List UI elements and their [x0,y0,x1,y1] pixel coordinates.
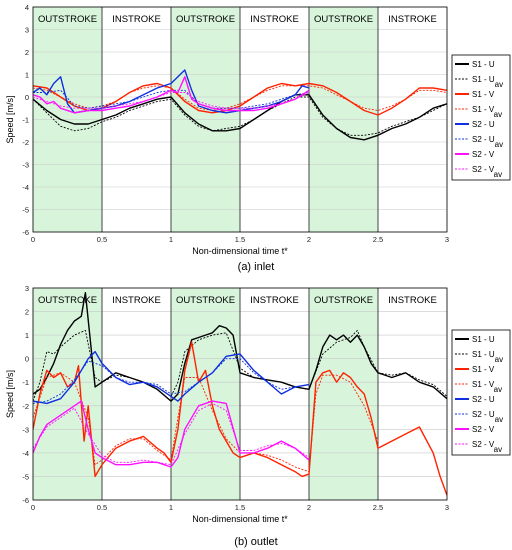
legend-label: S1 - V [472,90,495,99]
phase-label: OUTSTROKE [38,14,97,25]
figure-caption: (b) outlet [234,536,277,548]
legend-box [451,329,511,456]
plot-frame [32,6,448,233]
phase-label: INSTROKE [112,295,161,306]
series-line-s2-u [33,350,310,405]
y-tick-label: -1 [22,116,29,125]
y-tick-label: -5 [22,206,29,215]
caption-text: inlet [254,261,274,273]
series-line-s2-v [33,400,310,468]
legend-label: S2 - Vav [472,440,502,454]
phase-label: INSTROKE [250,14,299,25]
phase-label: OUTSTROKE [176,14,235,25]
x-tick-label: 1.5 [235,235,245,244]
y-tick-label: -2 [22,402,29,411]
phase-label: OUTSTROKE [38,295,97,306]
y-tick-label: 0 [25,93,29,102]
legend-label: S2 - Uav [472,410,503,424]
y-tick-label: -4 [22,183,29,192]
series-line-s1-v [33,341,447,496]
x-tick-label: 3 [445,503,449,512]
caption-tag: (b) [234,536,251,548]
legend-label: S1 - Vav [472,105,502,119]
legend-label: S2 - Vav [472,165,502,179]
series-line-s1-u [33,292,447,402]
series-line-s1-u-av [33,329,447,402]
legend-label: S1 - U [472,335,495,344]
y-tick-label: -3 [22,161,29,170]
legend-label: S2 - U [472,120,495,129]
y-tick-label: 1 [25,71,29,80]
y-axis-label: Speed [m/s] [5,370,15,418]
chart-panel-0: OUTSTROKE INSTROKE OUTSTROKE INSTROKE OUTSTR… [5,3,511,273]
legend-label: S2 - U [472,395,495,404]
x-tick-label: 2 [307,503,311,512]
legend-label: S2 - Uav [472,135,503,149]
phase-band [33,288,102,500]
x-tick-label: 2 [307,235,311,244]
y-tick-label: -6 [22,496,29,505]
x-tick-label: 1 [169,235,173,244]
phase-label: INSTROKE [388,295,437,306]
x-axis-label: Non-dimensional time t* [192,246,288,256]
legend-label: S1 - Vav [472,380,502,394]
x-tick-label: 0.5 [97,503,107,512]
y-tick-label: -3 [22,425,29,434]
legend-label: S1 - U [472,60,495,69]
x-tick-label: 0 [31,503,35,512]
caption-tag: (a) [238,261,255,273]
x-tick-label: 0 [31,235,35,244]
x-tick-label: 1 [169,503,173,512]
series-line-s1-v-av [33,372,379,473]
series-line-s2-v [33,76,310,114]
legend-label: S1 - V [472,365,495,374]
x-tick-label: 2.5 [373,235,383,244]
legend-label: S1 - Uav [472,75,503,89]
y-tick-label: -5 [22,472,29,481]
phase-label: OUTSTROKE [176,295,235,306]
y-tick-label: 4 [25,3,29,12]
x-tick-label: 1.5 [235,503,245,512]
series-line-s2-v-av [33,92,310,109]
y-tick-label: -1 [22,378,29,387]
x-tick-label: 0.5 [97,235,107,244]
phase-label: OUTSTROKE [314,295,373,306]
x-tick-label: 2.5 [373,503,383,512]
legend-label: S2 - V [472,150,495,159]
legend-label: S2 - V [472,425,495,434]
phase-label: INSTROKE [388,14,437,25]
chart-panel-1: OUTSTROKE INSTROKE OUTSTROKE INSTROKE OUTSTR… [5,284,511,548]
series-line-s1-u [33,94,447,141]
y-tick-label: 0 [25,355,29,364]
phase-label: OUTSTROKE [314,14,373,25]
y-tick-label: 3 [25,284,29,293]
x-axis-label: Non-dimensional time t* [192,514,288,524]
figure-caption: (a) inlet [238,261,275,273]
phase-band [309,288,378,500]
series-line-s2-u-av [33,358,310,404]
y-tick-label: -4 [22,449,29,458]
caption-text: outlet [251,536,278,548]
y-tick-label: 2 [25,308,29,317]
plot-frame [32,287,448,501]
y-tick-label: -2 [22,138,29,147]
y-tick-label: 3 [25,26,29,35]
y-tick-label: 1 [25,331,29,340]
phase-label: INSTROKE [250,295,299,306]
legend-box [451,54,511,181]
phase-label: INSTROKE [112,14,161,25]
y-tick-label: -6 [22,228,29,237]
y-tick-label: 2 [25,48,29,57]
legend-label: S1 - Uav [472,350,503,364]
x-tick-label: 3 [445,235,449,244]
y-axis-label: Speed [m/s] [5,95,15,143]
